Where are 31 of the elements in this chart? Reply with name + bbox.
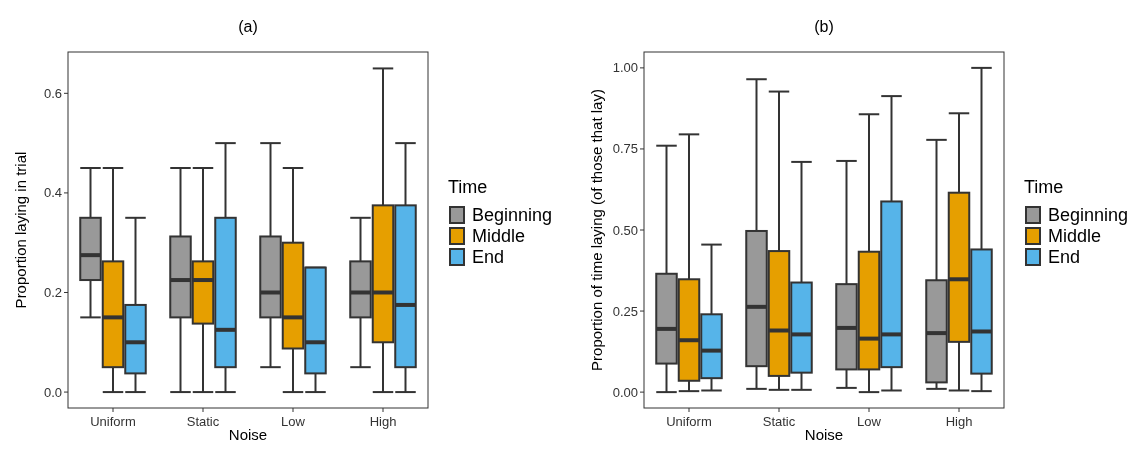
y-tick-label: 1.00 <box>612 60 638 76</box>
chart-title: (a) <box>238 18 258 35</box>
y-tick-label: 0.00 <box>612 384 638 400</box>
x-tick-label: Low <box>857 414 882 429</box>
legend-label: End <box>472 247 505 268</box>
x-tick-label: Uniform <box>90 414 136 429</box>
chart-title: (b) <box>814 18 834 35</box>
x-tick-label: Static <box>762 414 796 429</box>
x-axis-title: Noise <box>228 426 268 443</box>
y-tick-label: 0.25 <box>612 303 638 319</box>
legend-label: End <box>1048 247 1081 268</box>
legend-label: Middle <box>1048 226 1102 247</box>
legend-title: Time <box>1024 177 1064 197</box>
y-tick-label: 0.2 <box>43 285 62 301</box>
y-tick-label: 0.50 <box>612 222 638 238</box>
y-tick-label: 0.6 <box>43 85 62 101</box>
x-tick-label: High <box>369 414 397 429</box>
y-tick-label: 0.0 <box>43 384 62 400</box>
x-tick-label: Low <box>281 414 306 429</box>
x-tick-label: Static <box>186 414 220 429</box>
legend-label: Beginning <box>1048 205 1129 226</box>
y-tick-label: 0.4 <box>43 185 62 201</box>
y-axis-title: Proportion laying in trial <box>12 151 29 309</box>
x-tick-label: Uniform <box>666 414 712 429</box>
legend-label: Beginning <box>472 205 553 226</box>
x-tick-label: High <box>945 414 973 429</box>
y-tick-label: 0.75 <box>612 141 638 157</box>
x-axis-title: Noise <box>804 426 844 443</box>
y-axis-title: Proportion of time laying (of those that lay) <box>588 89 605 371</box>
legend-label: Middle <box>472 226 526 247</box>
legend-title: Time <box>448 177 488 197</box>
